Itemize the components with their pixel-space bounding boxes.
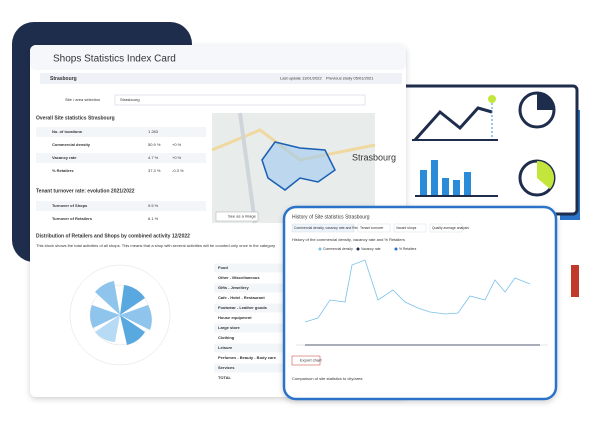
tab[interactable] [393,223,427,233]
activity-row [214,263,284,273]
row-change: -0.3 % [172,168,184,173]
selection-label: Site / area selection [65,97,100,102]
row-label: No. of locations [52,129,83,134]
map: Strasbourg See as a image [211,112,396,224]
activity-row [214,363,284,373]
chart-illustration [398,84,579,216]
chart-title: History of the commercial density, vacan… [292,237,405,242]
export-button[interactable] [291,355,321,366]
row-label: Vacancy rate [52,155,77,160]
activity-row [214,343,284,353]
last-update: Last update 11/01/2022 [280,76,323,81]
legend-label: Vacancy rate [361,247,381,251]
row-label: Commercial density [52,142,91,147]
selection-value: Strasbourg [120,97,140,102]
row-value: 50.9 % [148,142,161,147]
section-title: Distribution of Retailers and Shops by c… [36,233,190,239]
card-title: Shops Statistics Index Card [53,54,176,65]
row-value: 1 283 [148,129,159,134]
section-title: Overall Site statistics Strasbourg [36,115,115,121]
tab-label: Quality average analysis [432,226,469,230]
activity-row [214,353,284,363]
activity-row [214,323,284,333]
activity: Gifts - Jewellery [218,285,249,290]
row-value: 6.1 % [148,216,159,221]
activity-row [214,283,284,293]
activity-row [214,273,284,283]
row-value: 9.5 % [148,203,159,208]
legend-label: % Retailers [399,247,417,251]
activity-row [214,303,284,313]
previous-study: Previous study 05/01/2021 [326,76,374,81]
section-title: Tenant turnover rate: evolution 2021/202… [36,188,135,194]
row-label: Turnover of Shops [52,203,88,208]
activity: Services [218,365,235,370]
city: Strasbourg [50,76,77,82]
row-bg [36,127,206,137]
city-bar [40,73,402,84]
activity-row [214,293,284,303]
tab[interactable] [429,223,463,233]
legend-label: Commercial density [323,247,353,251]
legend-swatch [394,247,398,251]
map-button-text: See as a image [228,214,257,219]
row-change: +0 % [172,155,182,160]
card-header [30,45,406,70]
activity: Leisure [218,345,233,350]
activity-row [214,373,284,383]
row-label: Turnover of Retailers [52,216,93,221]
row-value: 4.7 % [148,155,159,160]
export-text: Export chart [300,358,322,363]
map-button[interactable] [215,211,259,222]
activity: Food [218,265,228,270]
row-bg [36,166,206,176]
row-value: 37.3 % [148,168,161,173]
activity: Cafe - Hotel - Restaurant [218,295,265,300]
legend-swatch [356,247,360,251]
history-footer: Comparison of site statistics to city/ar… [292,376,363,381]
legend-swatch [318,247,322,251]
activity-row [214,313,284,323]
history-card [282,205,558,401]
tab[interactable] [291,223,355,233]
activity: Clothing [218,335,235,340]
map-label: Strasbourg [352,152,396,162]
row-bg [36,214,206,224]
activity: Footwear - Leather goods [218,305,268,310]
tab-label: Vacant shops [396,226,417,230]
selection-box[interactable] [114,94,366,106]
line-chart [296,259,548,346]
activity: TOTAL [218,375,232,380]
activity-row [214,333,284,343]
tab-label: Commercial density, vacancy rate and Ret… [294,226,366,230]
activity: Perfumes - Beauty - Body care [218,355,277,360]
row-bg [36,140,206,150]
activity: House equipment [218,315,252,320]
activity: Other - Miscellaneous [218,275,260,280]
row-bg [36,153,206,163]
activity: Large store [218,325,241,330]
row-bg [36,201,206,211]
tab[interactable] [357,223,391,233]
history-title: History of Site statistics Strasbourg [292,214,370,220]
note: This block shows the total activities of… [36,243,275,248]
row-change: +0 % [172,142,182,147]
tab-label: Tenant turnover [360,226,384,230]
row-label: % Retailers [52,168,74,173]
side-tabs[interactable] [571,265,579,297]
rose-chart [69,264,171,366]
